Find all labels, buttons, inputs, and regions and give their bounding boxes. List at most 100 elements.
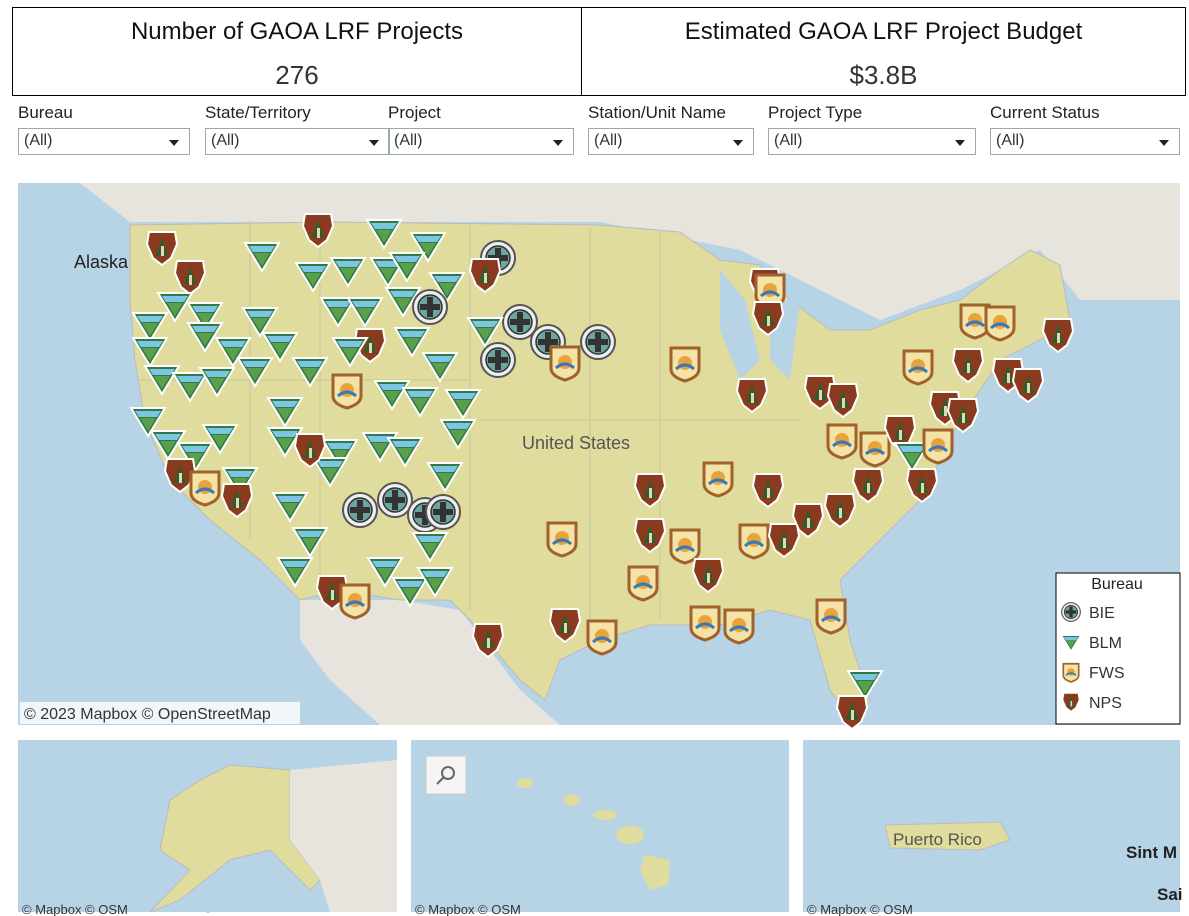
map-marker[interactable] bbox=[502, 304, 538, 340]
map-marker[interactable] bbox=[546, 521, 578, 558]
map-marker[interactable] bbox=[322, 439, 358, 469]
map-marker[interactable] bbox=[286, 855, 318, 890]
map-marker[interactable] bbox=[157, 292, 193, 322]
map-marker[interactable] bbox=[164, 458, 196, 493]
map-marker[interactable] bbox=[366, 219, 402, 249]
map-marker[interactable] bbox=[339, 583, 371, 620]
map-marker[interactable] bbox=[824, 493, 856, 528]
map-marker[interactable] bbox=[389, 252, 425, 282]
map-marker[interactable] bbox=[847, 670, 883, 700]
map-marker[interactable] bbox=[634, 473, 666, 508]
map-marker[interactable] bbox=[1012, 368, 1044, 403]
map-marker[interactable] bbox=[689, 605, 721, 642]
map-marker[interactable] bbox=[144, 365, 180, 395]
map-marker[interactable] bbox=[367, 557, 403, 587]
map-marker[interactable] bbox=[267, 397, 303, 427]
map-marker[interactable] bbox=[627, 565, 659, 602]
map-marker[interactable] bbox=[262, 332, 298, 362]
map-marker[interactable] bbox=[244, 242, 280, 272]
dropdown[interactable]: (All) bbox=[18, 128, 190, 155]
map-marker[interactable] bbox=[410, 232, 446, 262]
map-marker[interactable] bbox=[641, 855, 673, 890]
map-marker[interactable] bbox=[177, 442, 213, 472]
map-marker[interactable] bbox=[387, 437, 423, 467]
map-marker[interactable] bbox=[374, 380, 410, 410]
map-marker[interactable] bbox=[242, 307, 278, 337]
map-marker[interactable] bbox=[429, 272, 465, 302]
map-marker[interactable] bbox=[472, 623, 504, 658]
map-marker[interactable] bbox=[752, 301, 784, 336]
map-marker[interactable] bbox=[549, 345, 581, 382]
map-marker[interactable] bbox=[234, 840, 270, 870]
map-marker[interactable] bbox=[172, 372, 208, 402]
map-marker[interactable] bbox=[146, 231, 178, 266]
map-marker[interactable] bbox=[984, 305, 1016, 342]
map-marker[interactable] bbox=[949, 801, 981, 836]
map-marker[interactable] bbox=[332, 337, 368, 367]
map-marker[interactable] bbox=[320, 297, 356, 327]
map-marker[interactable] bbox=[347, 297, 383, 327]
map-marker[interactable] bbox=[859, 431, 891, 468]
map-marker[interactable] bbox=[1042, 318, 1074, 353]
map-marker[interactable] bbox=[884, 415, 916, 450]
map-marker[interactable] bbox=[992, 358, 1024, 393]
map-marker[interactable] bbox=[427, 462, 463, 492]
map-marker[interactable] bbox=[530, 324, 566, 360]
map-marker[interactable] bbox=[852, 468, 884, 503]
map-marker[interactable] bbox=[480, 240, 516, 276]
map-marker[interactable] bbox=[738, 523, 770, 560]
map-marker[interactable] bbox=[199, 367, 235, 397]
map-marker[interactable] bbox=[277, 557, 313, 587]
map-marker[interactable] bbox=[425, 494, 461, 530]
map-marker[interactable] bbox=[702, 461, 734, 498]
map-marker[interactable] bbox=[752, 473, 784, 508]
map-marker[interactable] bbox=[692, 558, 724, 593]
map-marker[interactable] bbox=[187, 302, 223, 332]
dropdown[interactable]: (All) bbox=[388, 128, 574, 155]
map-marker[interactable] bbox=[189, 470, 221, 507]
map-marker[interactable] bbox=[292, 527, 328, 557]
map-marker[interactable] bbox=[826, 423, 858, 460]
map-marker[interactable] bbox=[412, 532, 448, 562]
map-marker[interactable] bbox=[407, 497, 443, 533]
map-marker[interactable] bbox=[929, 391, 961, 426]
map-marker[interactable] bbox=[469, 258, 501, 293]
map-marker[interactable] bbox=[132, 337, 168, 367]
map-marker[interactable] bbox=[221, 483, 253, 518]
map-marker[interactable] bbox=[723, 608, 755, 645]
map-marker[interactable] bbox=[836, 695, 868, 730]
map-marker[interactable] bbox=[902, 349, 934, 386]
map-marker[interactable] bbox=[894, 442, 930, 472]
map-marker[interactable] bbox=[330, 257, 366, 287]
map-marker[interactable] bbox=[876, 838, 908, 875]
map-marker[interactable] bbox=[445, 389, 481, 419]
map-marker[interactable] bbox=[580, 324, 616, 360]
map-marker[interactable] bbox=[549, 608, 581, 643]
map-marker[interactable] bbox=[192, 876, 224, 913]
map-marker[interactable] bbox=[342, 492, 378, 528]
map-marker[interactable] bbox=[132, 312, 168, 342]
map-marker[interactable] bbox=[187, 322, 223, 352]
map-marker[interactable] bbox=[130, 407, 166, 437]
map-marker[interactable] bbox=[150, 430, 186, 460]
map-marker[interactable] bbox=[222, 467, 258, 497]
map-marker[interactable] bbox=[385, 287, 421, 317]
dropdown[interactable]: (All) bbox=[588, 128, 754, 155]
map-marker[interactable] bbox=[586, 619, 618, 656]
map-marker[interactable] bbox=[906, 468, 938, 503]
map-marker[interactable] bbox=[294, 433, 326, 468]
dropdown[interactable]: (All) bbox=[205, 128, 390, 155]
map-marker[interactable] bbox=[362, 432, 398, 462]
map-marker[interactable] bbox=[440, 419, 476, 449]
map-marker[interactable] bbox=[295, 262, 331, 292]
map-marker[interactable] bbox=[250, 832, 286, 862]
map-marker[interactable] bbox=[736, 378, 768, 413]
map-marker[interactable] bbox=[302, 213, 334, 248]
map-marker[interactable] bbox=[634, 518, 666, 553]
map-marker[interactable] bbox=[272, 492, 308, 522]
map-marker[interactable] bbox=[611, 808, 643, 843]
map-marker[interactable] bbox=[377, 482, 413, 518]
dropdown[interactable]: (All) bbox=[990, 128, 1180, 155]
map-marker[interactable] bbox=[947, 398, 979, 433]
map-marker[interactable] bbox=[815, 598, 847, 635]
